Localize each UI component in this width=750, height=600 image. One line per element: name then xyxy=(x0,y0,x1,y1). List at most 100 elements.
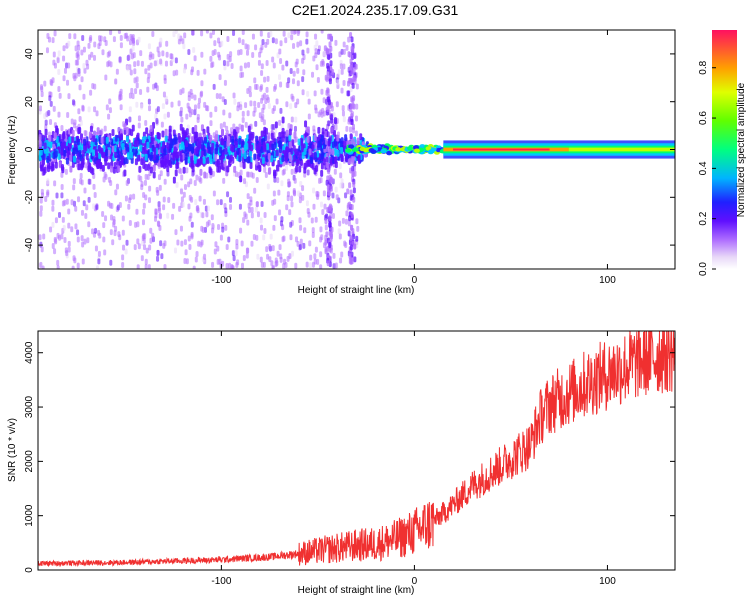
heatmap-cell xyxy=(83,238,87,245)
heatmap-cell xyxy=(270,132,274,140)
heatmap-cell xyxy=(313,151,317,159)
heatmap-cell xyxy=(192,265,196,269)
heatmap-cell xyxy=(224,147,228,155)
heatmap-cell xyxy=(77,108,81,115)
heatmap-cell xyxy=(163,156,167,164)
heatmap-cell xyxy=(164,128,168,136)
heatmap-cell xyxy=(44,196,48,203)
heatmap-cell xyxy=(278,151,282,159)
heatmap-cell xyxy=(105,149,109,157)
heatmap-cell xyxy=(113,161,117,169)
heatmap-cell xyxy=(197,102,201,109)
heatmap-cell xyxy=(259,256,263,263)
heatmap-cell xyxy=(107,113,111,120)
heatmap-cell xyxy=(147,64,151,71)
heatmap-cell xyxy=(348,215,352,222)
heatmap-cell xyxy=(214,106,218,113)
heatmap-cell xyxy=(344,218,348,225)
heatmap-cell xyxy=(206,105,210,112)
heatmap-cell xyxy=(250,212,254,219)
heatmap-cell xyxy=(306,169,310,176)
heatmap-cell xyxy=(60,233,64,240)
heatmap-cell xyxy=(90,141,94,149)
heatmap-cell xyxy=(142,191,146,198)
heatmap-cell xyxy=(191,127,195,135)
heatmap-cell xyxy=(233,165,237,173)
heatmap-cell xyxy=(159,58,163,65)
heatmap-cell xyxy=(329,176,333,183)
heatmap-cell xyxy=(77,44,81,51)
heatmap-cell xyxy=(253,187,257,194)
heatmap-cell xyxy=(320,88,324,95)
heatmap-cell xyxy=(159,240,163,247)
heatmap-cell xyxy=(327,53,331,60)
heatmap-cell xyxy=(316,150,320,158)
heatmap-cell xyxy=(129,33,133,40)
x-tick-label: 0 xyxy=(412,275,418,286)
heatmap-cell xyxy=(179,188,183,195)
heatmap-cell xyxy=(212,83,216,90)
heatmap-cell xyxy=(115,183,119,190)
heatmap-cell xyxy=(269,30,273,37)
heatmap-cell xyxy=(327,99,331,106)
heatmap-cell xyxy=(177,100,181,107)
heatmap-cell xyxy=(91,149,95,157)
heatmap-cell xyxy=(173,146,177,154)
heatmap-cell xyxy=(289,234,293,241)
heatmap-cell xyxy=(193,55,197,62)
heatmap-cell xyxy=(87,196,91,203)
heatmap-cell xyxy=(350,118,354,125)
heatmap-cell xyxy=(301,76,305,83)
heatmap-cell xyxy=(81,258,85,265)
heatmap-cell xyxy=(157,132,161,140)
y-tick-label: 40 xyxy=(24,48,35,60)
heatmap-cell xyxy=(327,120,331,127)
heatmap-cell xyxy=(165,40,169,47)
heatmap-cell xyxy=(180,240,184,247)
heatmap-cell xyxy=(187,143,191,151)
heatmap-cell xyxy=(342,116,346,123)
heatmap-cell xyxy=(299,181,303,188)
heatmap-cell xyxy=(51,205,55,212)
heatmap-cell xyxy=(323,203,327,210)
heatmap-cell xyxy=(128,39,132,46)
heatmap-cell xyxy=(241,30,245,36)
heatmap-cell xyxy=(190,155,194,163)
heatmap-cell xyxy=(254,120,258,127)
heatmap-cell xyxy=(111,145,115,153)
heatmap-cell xyxy=(232,123,236,130)
heatmap-cell xyxy=(114,145,118,153)
heatmap-cell xyxy=(189,212,193,219)
heatmap-cell xyxy=(324,239,328,246)
heatmap-cell xyxy=(350,138,354,145)
heatmap-cell xyxy=(395,147,402,152)
heatmap-cell xyxy=(47,109,51,116)
heatmap-cell xyxy=(98,232,102,239)
heatmap-cell xyxy=(187,106,191,113)
heatmap-cell xyxy=(209,111,213,118)
heatmap-cell xyxy=(279,81,283,88)
heatmap-cell xyxy=(326,131,330,138)
heatmap-cell xyxy=(353,75,357,82)
heatmap-cell xyxy=(334,39,338,46)
heatmap-cell xyxy=(89,146,93,154)
heatmap-cell xyxy=(194,199,198,206)
heatmap-cell xyxy=(251,52,255,59)
heatmap-cell xyxy=(159,37,163,44)
heatmap-cell xyxy=(117,154,121,162)
heatmap-cell xyxy=(329,135,333,142)
heatmap-cell xyxy=(239,48,243,55)
heatmap-cell xyxy=(209,120,213,127)
heatmap-cell xyxy=(179,123,183,131)
heatmap-cell xyxy=(308,148,312,156)
heatmap-cell xyxy=(299,224,303,231)
heatmap-cell xyxy=(154,209,158,216)
heatmap-cell xyxy=(65,250,69,257)
heatmap-cell xyxy=(44,128,48,136)
heatmap-cell xyxy=(296,41,300,48)
heatmap-cell xyxy=(174,30,178,34)
heatmap-cell xyxy=(161,130,165,138)
heatmap-cell xyxy=(231,135,235,143)
heatmap-cell xyxy=(241,71,245,78)
heatmap-cell xyxy=(179,106,183,113)
